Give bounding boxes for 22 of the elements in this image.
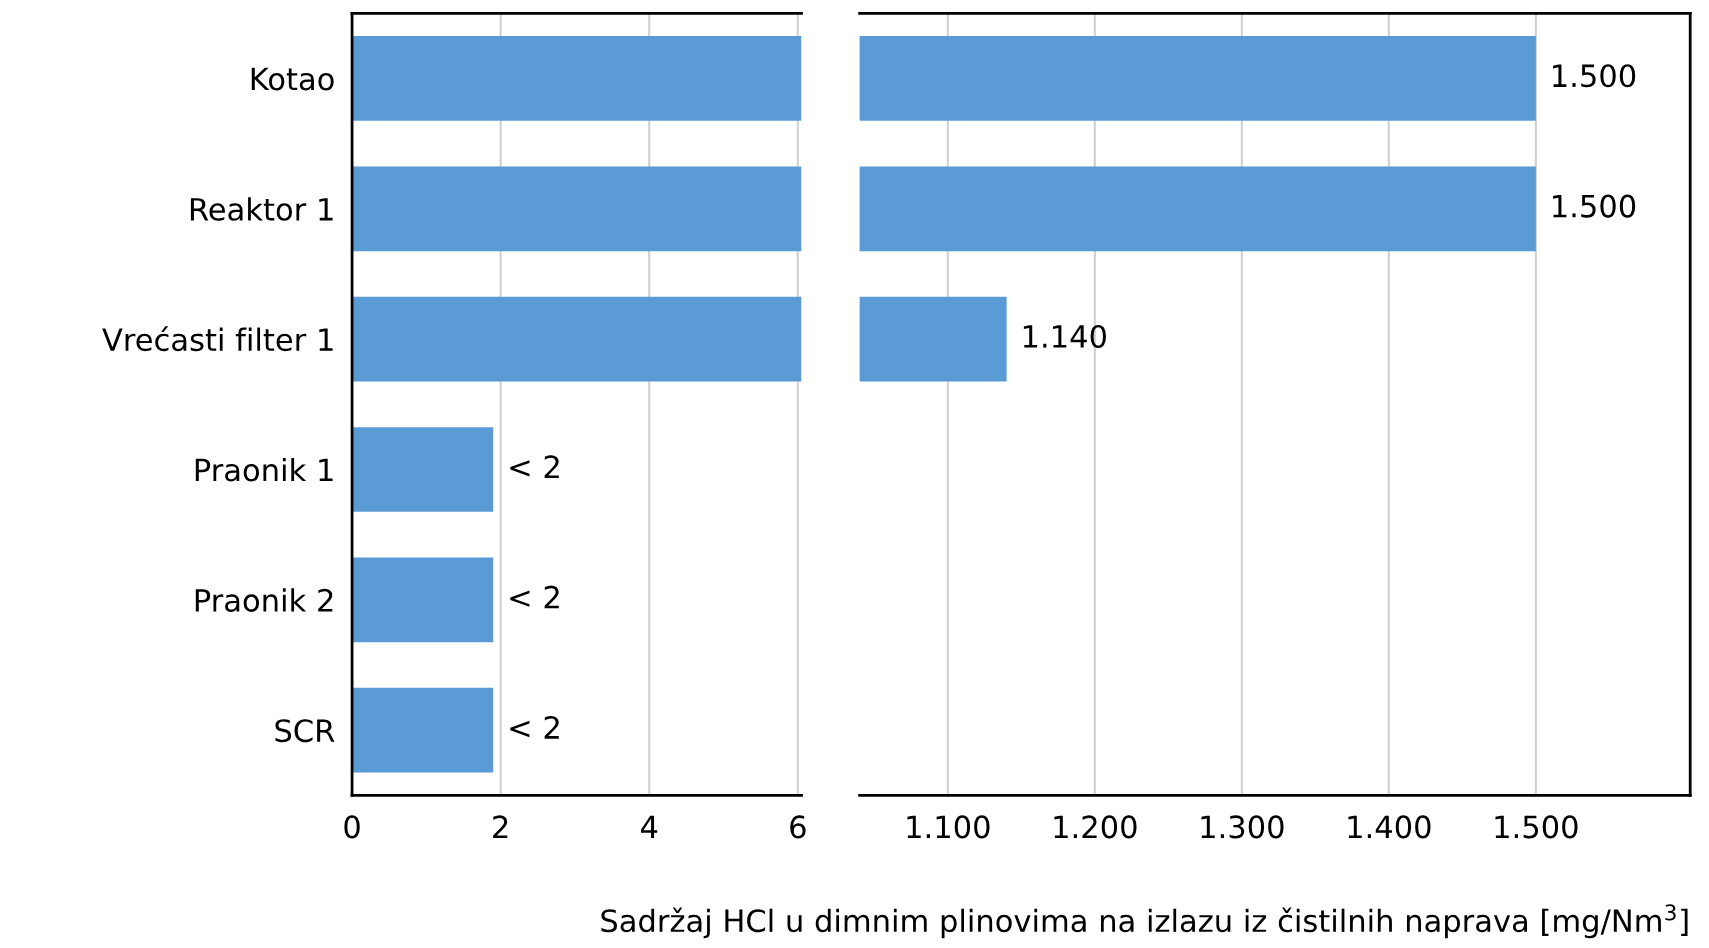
x-tick-label: 1.300 [1201, 815, 1284, 839]
x-tick-label: 1.200 [1054, 815, 1137, 839]
data-label: < 2 [510, 455, 559, 478]
x-tick-label: 4 [641, 815, 658, 839]
y-tick-label: SCR [275, 719, 335, 743]
x-tick-label: 1.100 [907, 815, 990, 839]
y-tick-label: Praonik 1 [195, 457, 333, 482]
data-label: 1.140 [1023, 324, 1106, 349]
x-tick-label: 1.500 [1495, 815, 1578, 839]
data-label: < 2 [510, 585, 559, 609]
x-tick-label: 2 [493, 815, 508, 839]
y-tick-label: Vrećasti filter 1 [102, 326, 333, 352]
x-tick-label: 6 [790, 815, 806, 839]
data-label: < 2 [510, 715, 559, 739]
data-label: 1.500 [1553, 64, 1636, 88]
data-label: 1.500 [1553, 194, 1636, 218]
x-axis-title: Sadržaj HCl u dimnim plinovima na izlazu iz čistilnih naprava [mg/Nm$^{3}$] [601, 904, 1688, 939]
y-tick-label: Kotao [251, 67, 334, 91]
y-tick-label: Praonik 2 [195, 588, 333, 612]
x-tick-label: 1.400 [1348, 815, 1431, 839]
x-tick-label: 0 [344, 815, 360, 839]
y-tick-label: Reaktor 1 [190, 197, 333, 221]
